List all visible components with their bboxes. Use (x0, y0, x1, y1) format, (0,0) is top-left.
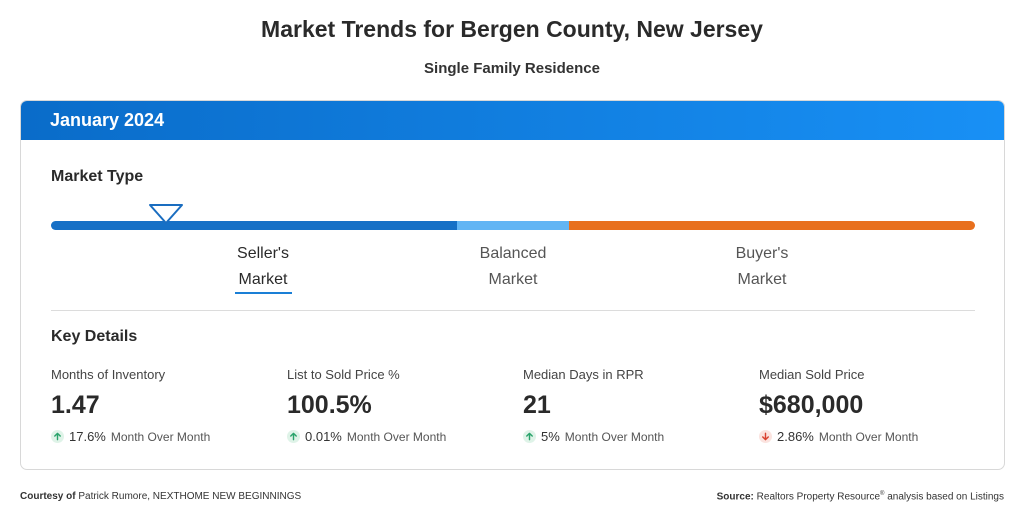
page-subtitle: Single Family Residence (424, 60, 600, 77)
market-label-line: Seller's (237, 245, 289, 262)
metric-list-to-sold-price: List to Sold Price % 100.5% 0.01% Month … (287, 367, 517, 444)
metric-label: Months of Inventory (51, 367, 166, 382)
buyer-segment (569, 221, 975, 230)
source-text: Realtors Property Resource (756, 491, 881, 503)
change-period: Month Over Month (818, 429, 919, 444)
change-period: Month Over Month (564, 429, 665, 444)
change-percent: 2.86% (777, 429, 814, 444)
metric-value: 21 (523, 391, 551, 419)
metric-median-days-in-rpr: Median Days in RPR 21 5% Month Over Mont… (523, 367, 753, 444)
arrow-up-icon (523, 430, 536, 443)
metric-value: $680,000 (759, 391, 864, 419)
arrow-up-icon (51, 430, 64, 443)
period-label: January 2024 (50, 110, 165, 130)
metric-value: 100.5% (287, 391, 372, 419)
source-text-suffix: analysis based on Listings (884, 491, 1004, 503)
market-label-balanced: Balanced Market (433, 241, 593, 293)
seller-segment (51, 221, 457, 230)
market-type-bar (51, 221, 975, 230)
market-trends-card: January 2024 Market Type Seller's Market… (20, 100, 1005, 470)
page-title: Market Trends for Bergen County, New Jer… (261, 16, 763, 42)
market-label-line: Balanced (479, 245, 547, 262)
change-period: Month Over Month (110, 429, 211, 444)
courtesy-label: Courtesy of (20, 491, 76, 502)
metric-months-of-inventory: Months of Inventory 1.47 17.6% Month Ove… (51, 367, 281, 444)
market-indicator-icon (149, 204, 183, 224)
metric-change: 0.01% Month Over Month (287, 429, 517, 444)
arrow-down-icon (759, 430, 772, 443)
metric-value: 1.47 (51, 391, 100, 419)
registered-mark: ® (880, 491, 885, 497)
metric-label: List to Sold Price % (287, 367, 400, 382)
courtesy-text: Patrick Rumore, NEXTHOME NEW BEGINNINGS (78, 491, 302, 502)
metric-change: 5% Month Over Month (523, 429, 753, 444)
market-label-buyer: Buyer's Market (682, 241, 842, 293)
balanced-segment (457, 221, 569, 230)
change-percent: 5% (541, 429, 560, 444)
active-market-underline (235, 292, 292, 294)
change-period: Month Over Month (346, 429, 447, 444)
section-divider (51, 310, 975, 311)
change-percent: 17.6% (69, 429, 106, 444)
market-label-line: Market (737, 271, 787, 288)
source-label: Source: (716, 491, 754, 503)
metric-median-sold-price: Median Sold Price $680,000 2.86% Month O… (759, 367, 989, 444)
metric-label: Median Days in RPR (523, 367, 644, 382)
market-label-line: Buyer's (735, 245, 789, 262)
market-label-seller: Seller's Market (183, 241, 343, 293)
change-percent: 0.01% (305, 429, 342, 444)
metric-change: 2.86% Month Over Month (759, 429, 989, 444)
card-header: January 2024 (21, 101, 1004, 140)
metric-label: Median Sold Price (759, 367, 865, 382)
metric-change: 17.6% Month Over Month (51, 429, 281, 444)
key-details-title: Key Details (51, 328, 138, 345)
source-footer: Source: Realtors Property Resource® anal… (717, 491, 1004, 502)
courtesy-footer: Courtesy of Patrick Rumore, NEXTHOME NEW… (20, 491, 301, 502)
market-type-title: Market Type (51, 168, 144, 185)
market-label-line: Market (488, 271, 538, 288)
market-label-line: Market (238, 271, 288, 288)
arrow-up-icon (287, 430, 300, 443)
